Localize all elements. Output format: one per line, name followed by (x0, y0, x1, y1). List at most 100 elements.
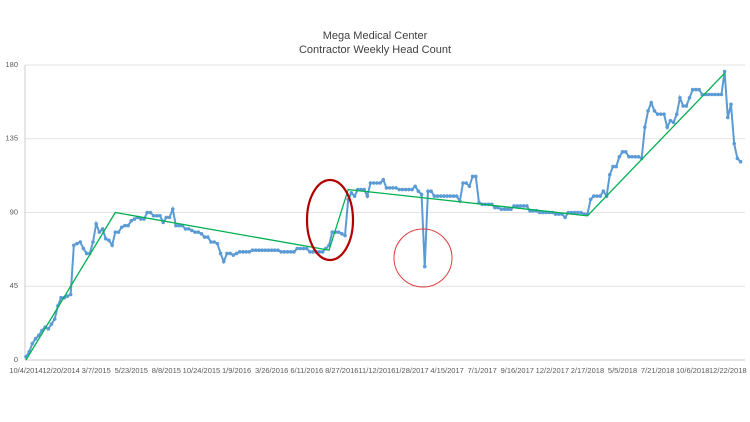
chart-title: Mega Medical Center (323, 30, 428, 42)
data-point (601, 189, 606, 193)
data-point (493, 205, 497, 210)
data-point (237, 250, 242, 254)
data-point (75, 241, 79, 246)
data-point (732, 141, 736, 146)
data-point (371, 181, 376, 185)
x-tick-label: 10/4/2014 (9, 366, 42, 375)
data-point (279, 250, 284, 254)
data-point (84, 251, 89, 256)
data-point (407, 187, 411, 192)
data-point (649, 100, 654, 105)
data-point (502, 207, 507, 212)
data-point (221, 259, 226, 264)
x-tick-label: 10/6/2018 (676, 366, 709, 375)
data-point (620, 150, 625, 154)
data-point (623, 150, 628, 154)
data-point (164, 215, 169, 220)
y-tick-label: 0 (14, 355, 18, 364)
data-point (668, 118, 673, 123)
data-point (470, 174, 475, 179)
data-point (521, 204, 526, 208)
data-point (429, 189, 433, 193)
data-point (132, 217, 137, 221)
data-point (432, 194, 437, 198)
data-point (269, 248, 274, 252)
data-point (706, 92, 711, 97)
data-point (209, 240, 213, 244)
data-point (107, 238, 111, 243)
data-point (592, 194, 596, 198)
data-point (295, 246, 299, 251)
data-point (343, 233, 347, 238)
data-point (674, 112, 679, 116)
data-point (684, 104, 689, 108)
data-point (722, 69, 727, 74)
data-point (391, 186, 395, 190)
data-point (317, 250, 322, 254)
data-point (633, 154, 638, 159)
data-point (636, 154, 641, 159)
data-point (687, 95, 692, 100)
data-point (738, 159, 743, 164)
data-point (690, 87, 695, 92)
y-tick-label: 180 (5, 60, 18, 69)
data-point (652, 109, 657, 113)
data-point (123, 223, 127, 228)
data-point (126, 223, 130, 228)
data-point (426, 189, 430, 193)
data-point (735, 156, 740, 161)
data-point (336, 230, 341, 234)
data-point (292, 250, 296, 254)
data-point (81, 246, 86, 251)
data-point (394, 186, 398, 190)
data-point (588, 197, 593, 202)
data-point (94, 222, 98, 226)
data-point (260, 248, 264, 252)
data-point (381, 177, 386, 182)
data-point (33, 336, 38, 341)
data-point (525, 204, 529, 208)
data-point (349, 191, 354, 195)
data-point (387, 186, 392, 190)
data-point (65, 294, 70, 298)
data-point (448, 194, 453, 198)
y-tick-label: 45 (10, 281, 18, 290)
data-point (212, 240, 217, 244)
data-point (710, 92, 714, 97)
data-point (378, 181, 382, 185)
data-point (643, 125, 647, 130)
chart-subtitle: Contractor Weekly Head Count (299, 44, 451, 56)
series-line (25, 71, 742, 358)
data-point (199, 232, 204, 236)
x-tick-label: 1/9/2016 (222, 366, 251, 375)
data-point (298, 246, 303, 251)
data-point (151, 213, 156, 218)
data-point (59, 295, 63, 300)
data-point (30, 341, 35, 346)
x-tick-label: 6/11/2016 (290, 366, 323, 375)
data-point (400, 187, 405, 192)
data-point (451, 194, 456, 198)
data-point (78, 240, 83, 244)
data-point (49, 322, 54, 326)
data-point (375, 181, 379, 185)
data-point (91, 240, 95, 244)
data-point (665, 125, 669, 130)
data-point (598, 194, 602, 198)
data-point (186, 227, 191, 231)
data-point (174, 223, 178, 228)
data-point (467, 184, 472, 189)
data-point (617, 154, 622, 159)
data-point (116, 230, 121, 234)
data-point (330, 230, 335, 234)
data-point (505, 207, 510, 212)
y-tick-label: 90 (10, 207, 18, 216)
data-point (611, 164, 615, 169)
data-point (713, 92, 717, 97)
data-point (729, 102, 733, 107)
x-tick-label: 2/17/2018 (571, 366, 604, 375)
data-point (145, 210, 150, 215)
data-point (464, 181, 469, 185)
data-point (266, 248, 271, 252)
data-point (340, 232, 344, 236)
